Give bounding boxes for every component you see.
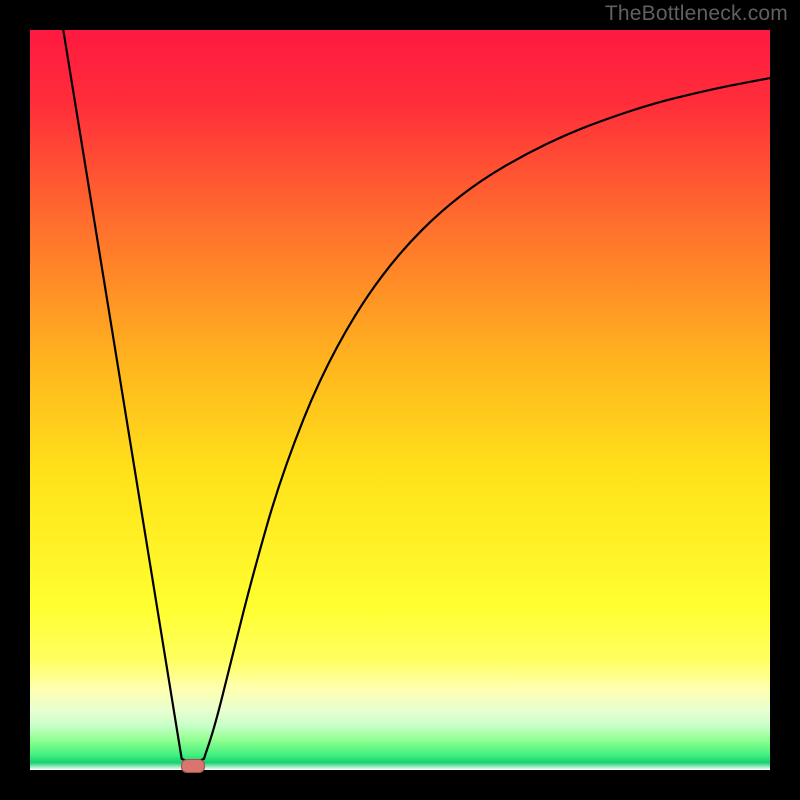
watermark-text: TheBottleneck.com bbox=[605, 2, 788, 26]
bottleneck-curve bbox=[30, 30, 770, 770]
optimum-marker bbox=[181, 759, 205, 773]
plot-outer bbox=[0, 0, 800, 800]
plot-area bbox=[30, 30, 770, 770]
chart-frame: TheBottleneck.com bbox=[0, 0, 800, 800]
